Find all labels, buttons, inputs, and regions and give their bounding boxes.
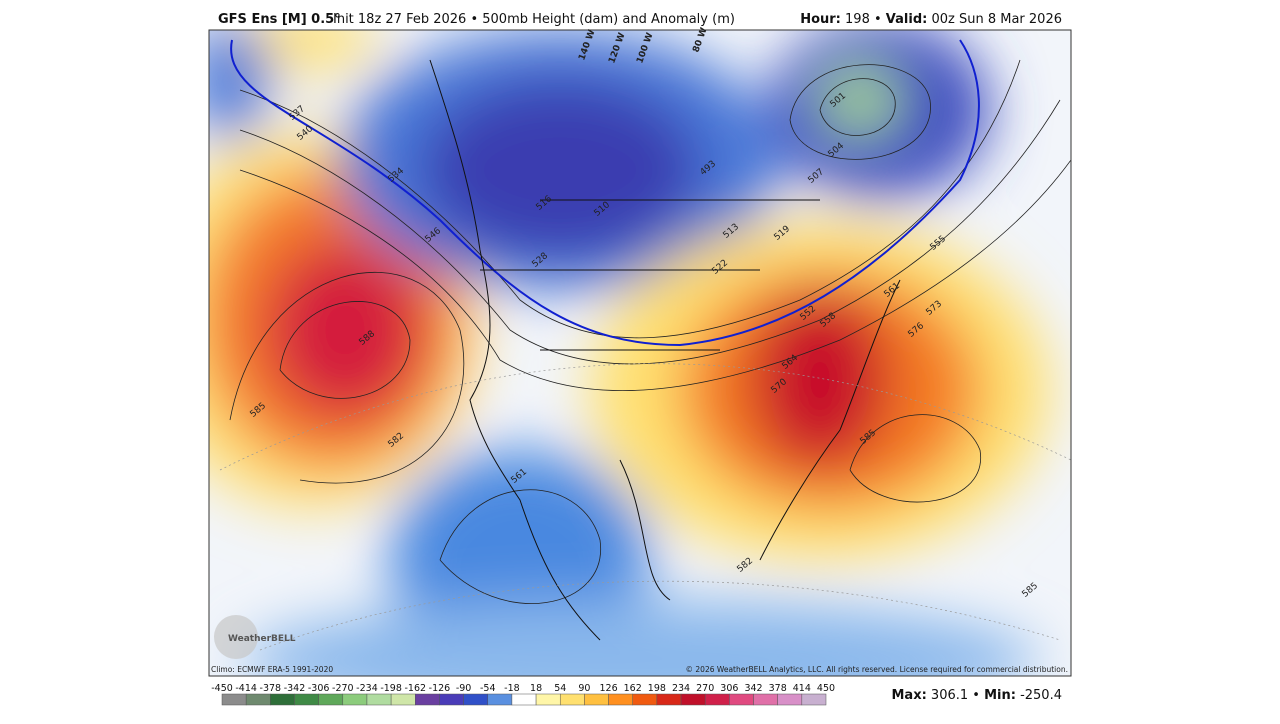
colorbar-segment	[439, 693, 464, 706]
colorbar-segment	[584, 693, 609, 706]
max: 306.1	[931, 688, 968, 703]
colorbar-tick-label: -18	[504, 683, 520, 694]
colorbar-tick-label: -234	[356, 683, 378, 694]
colorbar-tick-label: -270	[332, 683, 354, 694]
colorbar-segment	[463, 693, 489, 706]
colorbar-segment	[777, 693, 803, 706]
hour-label: Hour:	[800, 12, 841, 27]
colorbar-tick-label: -54	[480, 683, 496, 694]
colorbar-segment	[680, 693, 706, 706]
model-name: GFS Ens [M] 0.5°	[218, 12, 341, 27]
colorbar-tick-label: -198	[380, 683, 402, 694]
colorbar-segment	[608, 693, 633, 706]
colorbar-segment	[511, 693, 537, 706]
colorbar-segment	[221, 693, 247, 706]
climo-note: Climo: ECMWF ERA-5 1991-2020	[211, 665, 333, 674]
colorbar-tick-label: 126	[599, 683, 617, 694]
colorbar-tick-label: 234	[672, 683, 690, 694]
init-text: Init 18z 27 Feb 2026 • 500mb Height (dam…	[333, 12, 735, 27]
colorbar-tick-label: 90	[578, 683, 590, 694]
max-min: Max: 306.1 • Min: -250.4	[891, 688, 1062, 703]
colorbar-tick-label: -450	[211, 683, 233, 694]
valid-label: Valid:	[886, 12, 928, 27]
colorbar-tick-label: 306	[720, 683, 738, 694]
colorbar-tick-label: -414	[235, 683, 257, 694]
min-label: Min:	[984, 688, 1016, 703]
540-contour	[230, 39, 980, 347]
colorbar-segment	[729, 693, 754, 706]
colorbar-tick-label: 18	[530, 683, 542, 694]
colorbar-tick-label: -90	[456, 683, 472, 694]
colorbar-tick-label: 414	[793, 683, 811, 694]
colorbar-tick-label: 342	[744, 683, 762, 694]
colorbar: -450 -414 -378 -342 -306 -270 -234 -198 -162 -126…	[211, 683, 835, 706]
colorbar-segment	[415, 693, 440, 706]
colorbar-segment	[390, 693, 416, 706]
height-contours	[229, 59, 1071, 604]
colorbar-tick-label: -342	[284, 683, 306, 694]
max-label: Max:	[891, 688, 926, 703]
colorbar-tick-label: -378	[260, 683, 282, 694]
colorbar-segment	[632, 693, 658, 706]
valid-block: Hour: 198 • Valid: 00z Sun 8 Mar 2026	[800, 12, 1062, 27]
anomaly-field	[209, 30, 1071, 676]
colorbar-segment	[366, 693, 392, 706]
hour: 198	[845, 12, 870, 27]
colorbar-segment	[753, 693, 778, 706]
colorbar-segment	[245, 693, 271, 706]
colorbar-tick-label: 378	[769, 683, 787, 694]
colorbar-tick-label: 54	[554, 683, 566, 694]
colorbar-segment	[318, 693, 344, 706]
colorbar-tick-label: -126	[429, 683, 451, 694]
min: -250.4	[1020, 688, 1062, 703]
colorbar-segment	[294, 693, 319, 706]
colorbar-segment	[342, 693, 368, 706]
colorbar-segment	[656, 693, 682, 706]
map-frame	[208, 29, 1072, 677]
colorbar-segment	[270, 693, 295, 706]
colorbar-tick-label: 270	[696, 683, 714, 694]
logo: WeatherBELL	[228, 634, 296, 644]
colorbar-tick-label: -162	[404, 683, 426, 694]
colorbar-segment	[535, 693, 561, 706]
valid: 00z Sun 8 Mar 2026	[931, 12, 1062, 27]
colorbar-segment	[559, 693, 585, 706]
colorbar-tick-label: 198	[648, 683, 666, 694]
colorbar-segment	[704, 693, 730, 706]
coastlines	[429, 59, 901, 641]
colorbar-tick-label: 450	[817, 683, 835, 694]
colorbar-segment	[801, 693, 827, 706]
colorbar-segment	[487, 693, 513, 706]
colorbar-tick-label: -306	[308, 683, 330, 694]
graticule	[219, 363, 1071, 651]
logo-badge	[214, 615, 258, 659]
copyright: © 2026 WeatherBELL Analytics, LLC. All r…	[686, 665, 1068, 674]
colorbar-tick-label: 162	[624, 683, 642, 694]
